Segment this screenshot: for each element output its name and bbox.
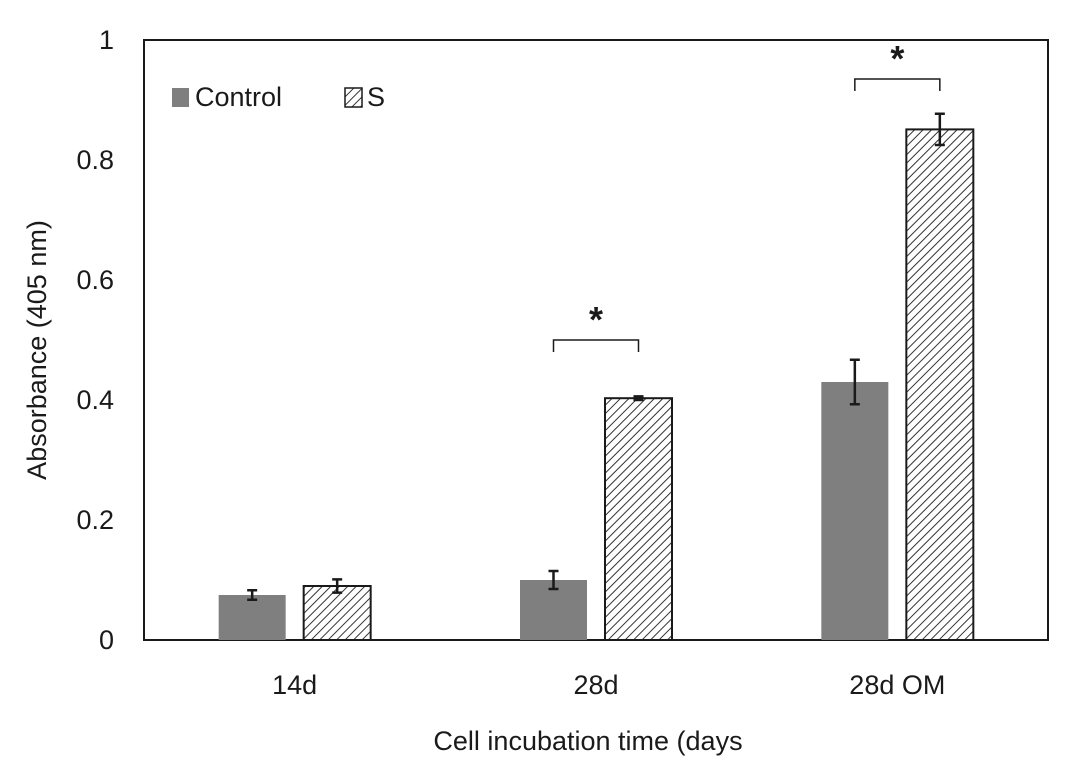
y-axis-label: Absorbance (405 nm): [22, 220, 52, 480]
error-bar-s-1: [633, 395, 644, 402]
legend-label-s: S: [367, 82, 385, 112]
bar-control-0: [218, 595, 286, 640]
y-tick-label: 0.4: [76, 385, 114, 415]
x-tick-label: 14d: [272, 670, 317, 700]
y-tick-label: 0: [99, 625, 114, 655]
y-tick-label: 0.8: [76, 145, 114, 175]
error-bar-s-0: [332, 578, 343, 594]
bar-s-0: [302, 585, 372, 641]
y-tick-label: 0.6: [76, 265, 114, 295]
significance-star-0: *: [589, 299, 603, 340]
legend-swatch-s: [344, 87, 363, 108]
significance-bracket-1: [854, 78, 941, 91]
error-bar-control-1: [548, 569, 559, 591]
y-tick-label: 0.2: [76, 505, 114, 535]
x-tick-label: 28d: [573, 670, 618, 700]
bar-s-1: [604, 397, 673, 642]
error-bar-control-2: [849, 358, 860, 406]
error-bar-control-0: [247, 588, 258, 602]
y-tick-label: 1: [99, 25, 114, 55]
error-bar-s-2: [934, 112, 945, 147]
bar-s-2: [905, 128, 975, 641]
significance-bracket-0: [552, 339, 640, 352]
legend-swatch-control: [172, 88, 189, 107]
bar-control-2: [821, 382, 889, 640]
x-tick-label: 28d OM: [849, 670, 945, 700]
legend-label-control: Control: [195, 82, 282, 112]
x-axis-label: Cell incubation time (days: [433, 726, 742, 756]
significance-star-1: *: [890, 38, 904, 79]
